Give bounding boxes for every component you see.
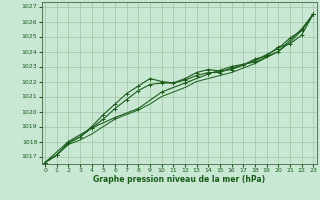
X-axis label: Graphe pression niveau de la mer (hPa): Graphe pression niveau de la mer (hPa) [93, 175, 265, 184]
